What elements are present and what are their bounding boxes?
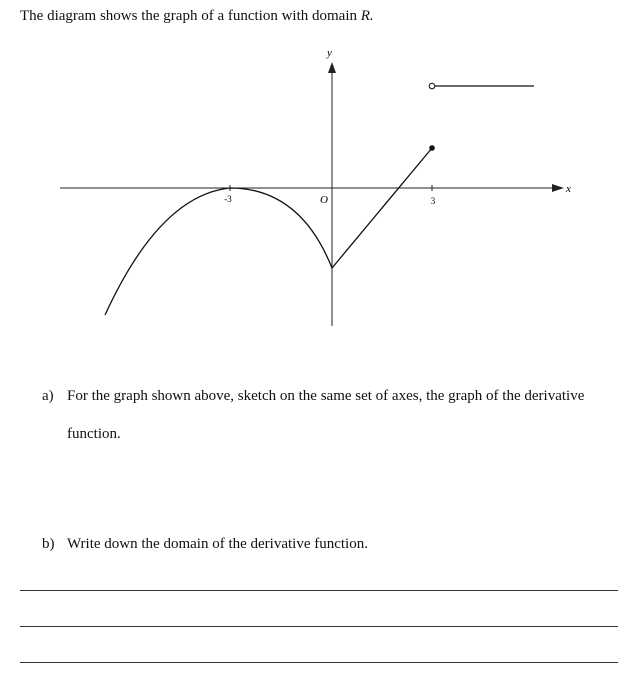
question-label: a) — [42, 388, 54, 404]
open-point — [428, 82, 436, 90]
question-text: For the graph shown above, sketch on the… — [67, 388, 585, 404]
intro-domain: R. — [360, 8, 374, 24]
intro: The diagram shows the graph of a functio… — [20, 8, 374, 25]
intro-text: The diagram shows the graph of a functio… — [20, 8, 358, 24]
x-label: x — [565, 183, 571, 195]
curve — [104, 147, 433, 316]
x-arrow — [552, 184, 564, 192]
tick-label: 3 — [431, 196, 436, 206]
question-text: function. — [67, 426, 121, 442]
answer-line — [20, 626, 618, 627]
question-label: b) — [42, 536, 55, 552]
graph: y x -3 O 3 — [60, 47, 571, 326]
origin-label: O — [320, 194, 328, 206]
y-arrow — [328, 62, 336, 73]
question-text: Write down the domain of the derivative … — [67, 536, 368, 552]
closed-point — [429, 145, 435, 151]
y-label: y — [326, 47, 332, 59]
answer-line — [20, 590, 618, 591]
answer-line — [20, 662, 618, 663]
tick-label: -3 — [224, 194, 232, 204]
